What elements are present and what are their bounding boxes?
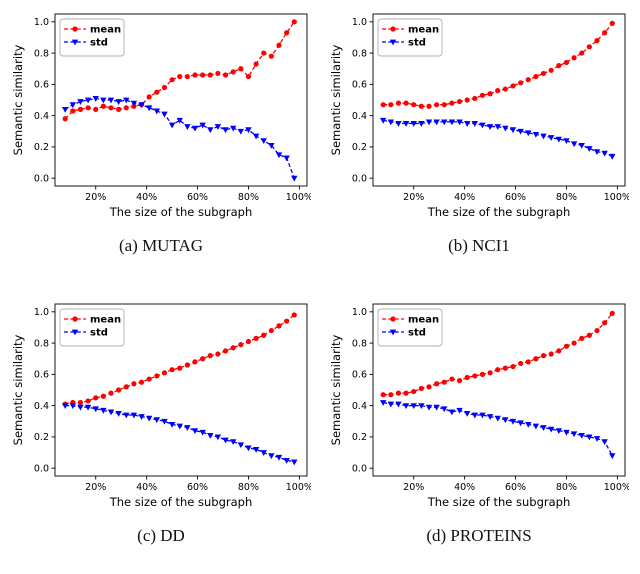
svg-text:20%: 20% bbox=[85, 482, 106, 493]
svg-text:80%: 80% bbox=[238, 482, 259, 493]
svg-text:mean: mean bbox=[90, 25, 121, 36]
svg-text:Semantic similarity: Semantic similarity bbox=[329, 334, 343, 445]
svg-text:0.6: 0.6 bbox=[34, 370, 49, 381]
svg-text:std: std bbox=[408, 38, 426, 49]
svg-text:0.0: 0.0 bbox=[352, 463, 367, 474]
chart-proteins: 0.0 0.2 0.4 0.6 0.8 1.0 20% 40% 60% 80% 100% Semant… bbox=[329, 303, 629, 509]
chart-panel-proteins: 0.0 0.2 0.4 0.6 0.8 1.0 20% 40% 60% 80% 100% Semant… bbox=[329, 296, 629, 547]
svg-text:std: std bbox=[90, 328, 108, 339]
svg-text:1.0: 1.0 bbox=[34, 17, 49, 28]
svg-text:0.8: 0.8 bbox=[34, 48, 49, 59]
svg-text:100%: 100% bbox=[604, 192, 629, 203]
caption-mutag: (a) MUTAG bbox=[118, 236, 204, 255]
svg-text:Semantic similarity: Semantic similarity bbox=[11, 44, 25, 155]
svg-text:40%: 40% bbox=[454, 482, 475, 493]
chart-dd: 0.0 0.2 0.4 0.6 0.8 1.0 20% 40% 60% 80% 100% Semant… bbox=[11, 303, 311, 509]
svg-text:60%: 60% bbox=[505, 192, 526, 203]
svg-text:The size of the subgraph: The size of the subgraph bbox=[109, 205, 253, 219]
svg-text:0.6: 0.6 bbox=[34, 80, 49, 91]
svg-text:0.6: 0.6 bbox=[352, 80, 367, 91]
svg-text:The size of the subgraph: The size of the subgraph bbox=[427, 205, 571, 219]
svg-text:mean: mean bbox=[408, 315, 439, 326]
chart-panel-mutag: 0.0 0.2 0.4 0.6 0.8 1.0 20% 40% 60% 80% 100% Semant… bbox=[11, 6, 311, 257]
svg-text:0.8: 0.8 bbox=[352, 338, 367, 349]
caption-dd: (c) DD bbox=[137, 526, 185, 545]
svg-text:100%: 100% bbox=[604, 482, 629, 493]
svg-text:40%: 40% bbox=[454, 192, 475, 203]
svg-text:80%: 80% bbox=[556, 482, 577, 493]
chart-mutag: 0.0 0.2 0.4 0.6 0.8 1.0 20% 40% 60% 80% 100% Semant… bbox=[11, 13, 311, 219]
svg-text:0.4: 0.4 bbox=[352, 111, 367, 122]
svg-text:1.0: 1.0 bbox=[34, 307, 49, 318]
caption-nci1: (b) NCI1 bbox=[448, 236, 510, 255]
svg-text:mean: mean bbox=[408, 25, 439, 36]
svg-text:20%: 20% bbox=[403, 482, 424, 493]
svg-text:0.0: 0.0 bbox=[352, 173, 367, 184]
svg-text:40%: 40% bbox=[136, 192, 157, 203]
svg-text:1.0: 1.0 bbox=[352, 17, 367, 28]
chart-panel-nci1: 0.0 0.2 0.4 0.6 0.8 1.0 20% 40% 60% 80% 100% Semant… bbox=[329, 6, 629, 257]
svg-text:0.8: 0.8 bbox=[352, 48, 367, 59]
svg-text:0.6: 0.6 bbox=[352, 370, 367, 381]
svg-text:Semantic similarity: Semantic similarity bbox=[11, 334, 25, 445]
svg-text:The size of the subgraph: The size of the subgraph bbox=[427, 495, 571, 509]
caption-proteins: (d) PROTEINS bbox=[426, 526, 532, 545]
svg-text:20%: 20% bbox=[85, 192, 106, 203]
svg-text:Semantic similarity: Semantic similarity bbox=[329, 44, 343, 155]
svg-text:0.2: 0.2 bbox=[34, 142, 49, 153]
svg-text:0.2: 0.2 bbox=[352, 142, 367, 153]
chart-nci1: 0.0 0.2 0.4 0.6 0.8 1.0 20% 40% 60% 80% 100% Semant… bbox=[329, 13, 629, 219]
svg-text:0.0: 0.0 bbox=[34, 463, 49, 474]
svg-text:60%: 60% bbox=[187, 192, 208, 203]
svg-text:60%: 60% bbox=[505, 482, 526, 493]
chart-panel-dd: 0.0 0.2 0.4 0.6 0.8 1.0 20% 40% 60% 80% 100% Semant… bbox=[11, 296, 311, 547]
svg-text:0.4: 0.4 bbox=[34, 401, 49, 412]
svg-text:0.8: 0.8 bbox=[34, 338, 49, 349]
svg-text:100%: 100% bbox=[286, 482, 311, 493]
svg-text:80%: 80% bbox=[238, 192, 259, 203]
svg-text:0.4: 0.4 bbox=[352, 401, 367, 412]
svg-text:20%: 20% bbox=[403, 192, 424, 203]
svg-text:40%: 40% bbox=[136, 482, 157, 493]
svg-text:1.0: 1.0 bbox=[352, 307, 367, 318]
svg-text:0.2: 0.2 bbox=[34, 432, 49, 443]
svg-text:std: std bbox=[90, 38, 108, 49]
svg-text:0.4: 0.4 bbox=[34, 111, 49, 122]
svg-text:The size of the subgraph: The size of the subgraph bbox=[109, 495, 253, 509]
svg-text:60%: 60% bbox=[187, 482, 208, 493]
svg-text:0.0: 0.0 bbox=[34, 173, 49, 184]
svg-text:100%: 100% bbox=[286, 192, 311, 203]
svg-text:0.2: 0.2 bbox=[352, 432, 367, 443]
svg-text:80%: 80% bbox=[556, 192, 577, 203]
svg-text:mean: mean bbox=[90, 315, 121, 326]
svg-text:std: std bbox=[408, 328, 426, 339]
